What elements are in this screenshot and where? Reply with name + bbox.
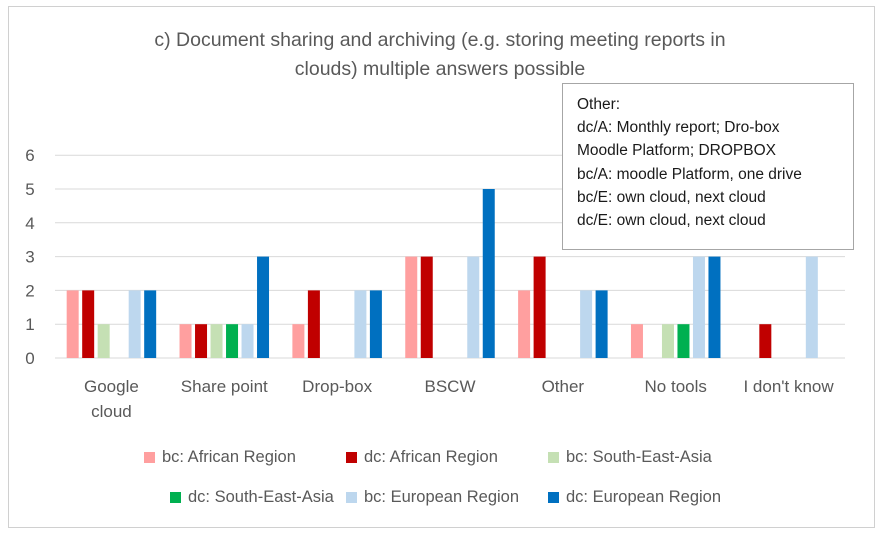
legend-item-dc-european: dc: European Region	[548, 488, 721, 507]
bar	[195, 324, 208, 358]
bar	[677, 324, 690, 358]
bar	[128, 290, 141, 358]
legend-swatch	[548, 492, 559, 503]
x-category-label: Google	[84, 377, 139, 396]
bar	[708, 256, 721, 358]
legend-item-bc-european: bc: European Region	[346, 488, 519, 507]
legend-swatch	[346, 452, 357, 463]
legend-item-bc-sea: bc: South-East-Asia	[548, 448, 712, 467]
y-tick-label: 3	[25, 248, 34, 267]
bar	[144, 290, 157, 358]
bar	[66, 290, 79, 358]
bar	[533, 256, 546, 358]
bar	[210, 324, 223, 358]
chart-title-line-2: clouds) multiple answers possible	[294, 58, 586, 80]
x-category-label: BSCW	[425, 377, 476, 396]
x-category-label: No tools	[645, 377, 707, 396]
bar	[405, 256, 418, 358]
legend-swatch	[548, 452, 559, 463]
bar	[482, 189, 495, 358]
bar	[241, 324, 254, 358]
y-tick-label: 1	[25, 315, 34, 334]
bar	[805, 256, 818, 358]
bar	[692, 256, 705, 358]
annotation-line: bc/A: moodle Platform, one drive	[577, 165, 802, 183]
legend-item-bc-african: bc: African Region	[144, 448, 296, 467]
bar	[630, 324, 643, 358]
legend-item-dc-african: dc: African Region	[346, 448, 498, 467]
annotation-line: bc/E: own cloud, next cloud	[577, 188, 766, 206]
annotation-line: dc/E: own cloud, next cloud	[577, 212, 766, 230]
legend-item-dc-sea: dc: South-East-Asia	[170, 488, 334, 507]
bar	[595, 290, 608, 358]
y-tick-label: 5	[25, 180, 34, 199]
bar	[467, 256, 480, 358]
chart-title-line-1: c) Document sharing and archiving (e.g. …	[154, 29, 726, 51]
bar	[179, 324, 192, 358]
bar	[292, 324, 305, 358]
legend-label: dc: European Region	[566, 488, 722, 506]
annotation-line: Moodle Platform; DROPBOX	[577, 142, 776, 160]
legend-label: bc: European Region	[364, 488, 520, 506]
bar	[82, 290, 95, 358]
y-tick-label: 4	[25, 214, 34, 233]
y-tick-label: 0	[25, 349, 34, 368]
bar	[354, 290, 367, 358]
x-category-label: Share point	[181, 377, 268, 396]
annotation-line: dc/A: Monthly report; Dro-box	[577, 119, 780, 137]
bar	[97, 324, 110, 358]
bar	[307, 290, 320, 358]
legend-label: bc: South-East-Asia	[566, 448, 712, 466]
legend-label: dc: African Region	[364, 448, 498, 466]
x-category-label: I don't know	[743, 377, 834, 396]
bar	[759, 324, 772, 358]
bar	[420, 256, 433, 358]
chart-title: c) Document sharing and archiving (e.g. …	[90, 26, 790, 84]
annotation-line: Other:	[577, 96, 621, 113]
x-category-label: Other	[542, 377, 585, 396]
other-annotation-box: Other: dc/A: Monthly report; Dro-box Moo…	[562, 83, 854, 250]
legend-swatch	[144, 452, 155, 463]
y-tick-label: 2	[25, 281, 34, 300]
bar	[369, 290, 382, 358]
bar	[257, 256, 270, 358]
x-category-label: Drop-box	[302, 377, 372, 396]
legend-label: bc: African Region	[162, 448, 296, 466]
bar	[580, 290, 593, 358]
x-category-label: cloud	[91, 402, 132, 421]
legend-swatch	[170, 492, 181, 503]
legend-label: dc: South-East-Asia	[188, 488, 334, 506]
y-tick-label: 6	[25, 146, 34, 165]
bar	[518, 290, 531, 358]
bar	[661, 324, 674, 358]
bar	[226, 324, 239, 358]
legend-swatch	[346, 492, 357, 503]
